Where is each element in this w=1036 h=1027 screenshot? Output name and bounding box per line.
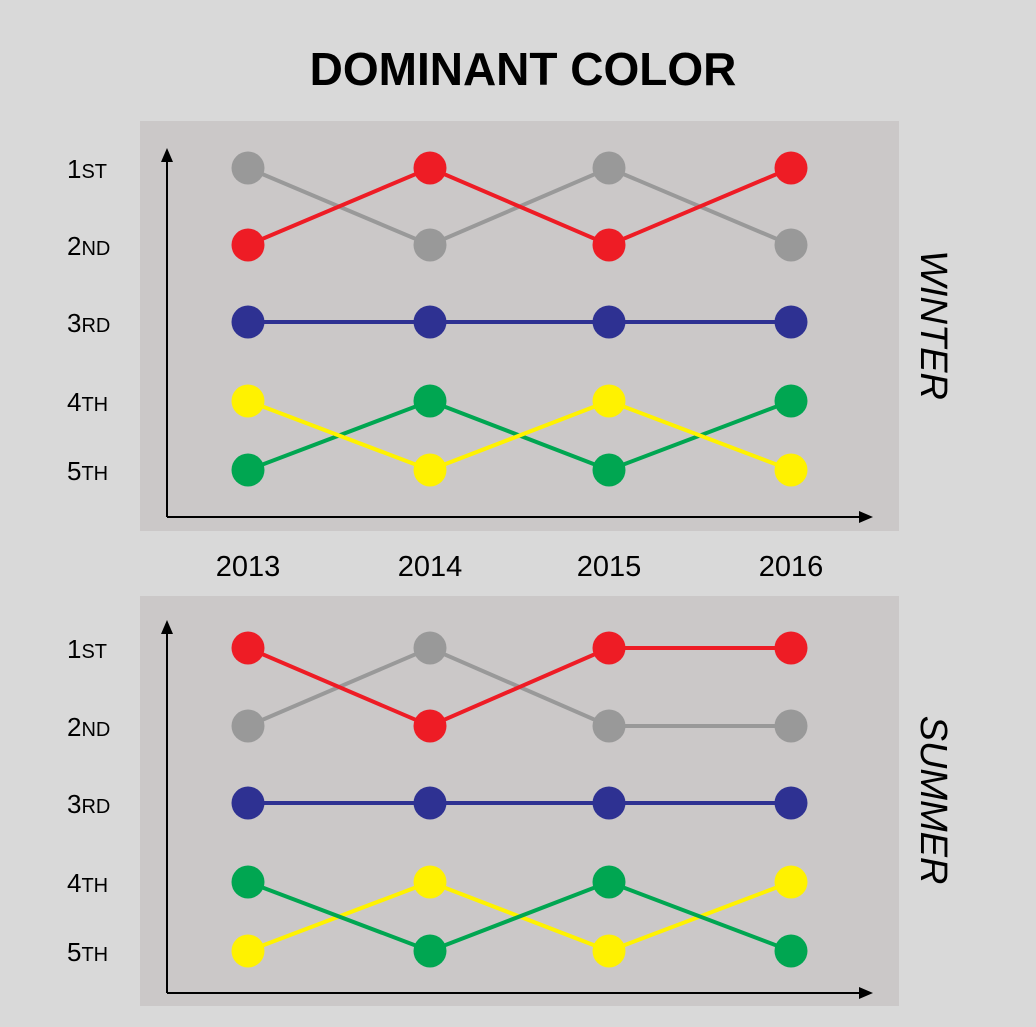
rank-number: 3 bbox=[67, 308, 81, 338]
summer-series-line-5 bbox=[247, 879, 792, 954]
summer-rank-label-3: 3RD bbox=[67, 789, 110, 819]
rank-suffix: ND bbox=[81, 719, 110, 741]
summer-series-5-point-2013 bbox=[231, 865, 265, 899]
summer-series-2-point-2015 bbox=[592, 631, 626, 665]
summer-series-3-point-2013 bbox=[231, 786, 265, 820]
winter-x-axis-arrow bbox=[859, 511, 873, 523]
rank-suffix: ND bbox=[81, 238, 110, 260]
rank-suffix: TH bbox=[81, 463, 108, 485]
summer-series-1-point-2015 bbox=[592, 709, 626, 743]
winter-series-4-point-2016 bbox=[774, 384, 808, 418]
winter-rank-label-3: 3RD bbox=[67, 308, 110, 338]
winter-rank-label-1: 1ST bbox=[67, 154, 107, 184]
winter-series-3-point-2015 bbox=[592, 305, 626, 339]
winter-series-5-point-2013 bbox=[231, 384, 265, 418]
chart-title: DOMINANT COLOR bbox=[310, 43, 737, 95]
summer-series-5-point-2015 bbox=[592, 865, 626, 899]
rank-number: 2 bbox=[67, 712, 81, 742]
winter-series-5-point-2015 bbox=[592, 384, 626, 418]
winter-series-2-point-2013 bbox=[231, 228, 265, 262]
summer-series-1-point-2014 bbox=[413, 631, 447, 665]
summer-series-3-point-2016 bbox=[774, 786, 808, 820]
winter-series-3-point-2013 bbox=[231, 305, 265, 339]
rank-number: 5 bbox=[67, 937, 81, 967]
winter-series-5-point-2014 bbox=[413, 453, 447, 487]
winter-series-3-point-2014 bbox=[413, 305, 447, 339]
summer-series-5-point-2016 bbox=[774, 934, 808, 968]
winter-rank-label-2: 2ND bbox=[67, 231, 110, 261]
rank-suffix: RD bbox=[81, 796, 110, 818]
summer-rank-label-1: 1ST bbox=[67, 634, 107, 664]
rank-suffix: ST bbox=[81, 161, 107, 183]
rank-number: 1 bbox=[67, 634, 81, 664]
summer-y-axis-arrow bbox=[161, 620, 173, 634]
winter-series-2-point-2016 bbox=[774, 151, 808, 185]
winter-series-2-point-2014 bbox=[413, 151, 447, 185]
summer-series-line-2 bbox=[247, 646, 791, 729]
summer-rank-label-2: 2ND bbox=[67, 712, 110, 742]
winter-series-2-point-2015 bbox=[592, 228, 626, 262]
winter-series-1-point-2013 bbox=[231, 151, 265, 185]
summer-panel-label: SUMMER bbox=[912, 716, 954, 885]
winter-series-1-point-2014 bbox=[413, 228, 447, 262]
rank-number: 3 bbox=[67, 789, 81, 819]
winter-series-4-point-2014 bbox=[413, 384, 447, 418]
rank-number: 4 bbox=[67, 387, 81, 417]
summer-x-axis-arrow bbox=[859, 987, 873, 999]
summer-series-1-point-2013 bbox=[231, 709, 265, 743]
winter-y-axis-arrow bbox=[161, 148, 173, 162]
rank-number: 4 bbox=[67, 868, 81, 898]
winter-rank-label-4: 4TH bbox=[67, 387, 108, 417]
summer-series-2-point-2014 bbox=[413, 709, 447, 743]
summer-series-4-point-2014 bbox=[413, 865, 447, 899]
winter-panel-label: WINTER bbox=[912, 250, 954, 400]
summer-series-1-point-2016 bbox=[774, 709, 808, 743]
winter-series-1-point-2015 bbox=[592, 151, 626, 185]
summer-series-3-point-2014 bbox=[413, 786, 447, 820]
rank-suffix: RD bbox=[81, 315, 110, 337]
rank-suffix: TH bbox=[81, 944, 108, 966]
rank-suffix: TH bbox=[81, 394, 108, 416]
summer-series-4-point-2013 bbox=[231, 934, 265, 968]
winter-series-1-point-2016 bbox=[774, 228, 808, 262]
x-tick-label-2015: 2015 bbox=[577, 551, 642, 583]
x-tick-label-2013: 2013 bbox=[216, 551, 281, 583]
x-tick-label-2014: 2014 bbox=[398, 551, 463, 583]
rank-number: 1 bbox=[67, 154, 81, 184]
summer-series-2-point-2016 bbox=[774, 631, 808, 665]
winter-series-4-point-2013 bbox=[231, 453, 265, 487]
summer-series-4-point-2015 bbox=[592, 934, 626, 968]
summer-rank-label-4: 4TH bbox=[67, 868, 108, 898]
winter-rank-label-5: 5TH bbox=[67, 456, 108, 486]
winter-series-line-2 bbox=[247, 165, 792, 248]
rank-suffix: ST bbox=[81, 641, 107, 663]
winter-series-3-point-2016 bbox=[774, 305, 808, 339]
summer-series-4-point-2016 bbox=[774, 865, 808, 899]
winter-series-4-point-2015 bbox=[592, 453, 626, 487]
summer-series-2-point-2013 bbox=[231, 631, 265, 665]
summer-series-5-point-2014 bbox=[413, 934, 447, 968]
rank-suffix: TH bbox=[81, 875, 108, 897]
x-tick-label-2016: 2016 bbox=[759, 551, 824, 583]
summer-series-3-point-2015 bbox=[592, 786, 626, 820]
rank-number: 5 bbox=[67, 456, 81, 486]
rank-number: 2 bbox=[67, 231, 81, 261]
winter-series-5-point-2016 bbox=[774, 453, 808, 487]
summer-rank-label-5: 5TH bbox=[67, 937, 108, 967]
winter-series-line-5 bbox=[247, 398, 792, 473]
